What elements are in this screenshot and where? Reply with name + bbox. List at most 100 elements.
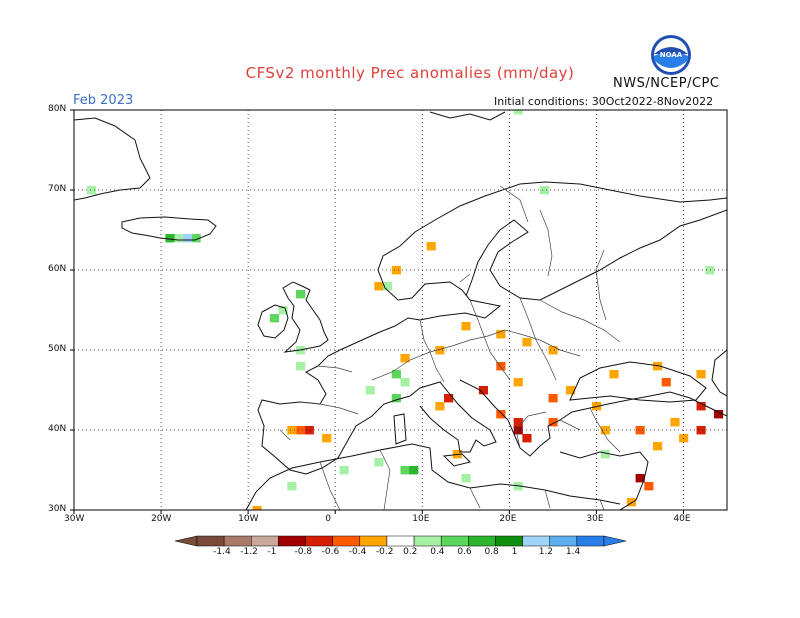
anomaly-cell	[409, 466, 419, 475]
noaa-logo: NOAA	[651, 35, 691, 75]
colorbar-box	[223, 535, 252, 547]
anomaly-cell	[374, 282, 384, 291]
colorbar-box	[196, 535, 225, 547]
colorbar-label: 0.4	[430, 547, 445, 557]
anomaly-cell	[252, 506, 262, 510]
colorbar-box	[359, 535, 388, 547]
colorbar-box	[549, 535, 578, 547]
coast-turkey-levant	[559, 451, 649, 510]
anomaly-cell	[548, 346, 558, 355]
colorbar-box	[413, 535, 442, 547]
colorbar-box	[386, 535, 415, 547]
colorbar-label: -0.4	[348, 547, 367, 557]
anomaly-cell	[296, 290, 306, 299]
anomaly-cell	[496, 410, 506, 419]
anomaly-cell	[600, 450, 610, 459]
lon-label: 20E	[499, 514, 517, 524]
colorbar-label: 0.2	[403, 547, 418, 557]
coast-france-iberia	[257, 349, 411, 475]
colorbar-label: -1	[267, 547, 277, 557]
lon-label: 10E	[412, 514, 430, 524]
agency-label: NWS/NCEP/CPC	[613, 76, 720, 91]
anomaly-cell	[269, 314, 280, 323]
colorbar-label: -0.2	[375, 547, 394, 557]
anomaly-cell	[626, 498, 637, 507]
anomaly-cell	[87, 186, 97, 195]
anomaly-cell	[600, 426, 610, 435]
anomaly-cell	[391, 370, 401, 379]
anomaly-cell	[391, 394, 401, 403]
lon-label: 0	[325, 514, 331, 524]
coast-svalbard	[429, 111, 506, 121]
anomaly-cell	[174, 234, 184, 243]
colorbar-box	[522, 535, 550, 547]
anomaly-cell	[165, 234, 175, 243]
anomaly-cell	[400, 354, 410, 363]
anomaly-cell	[191, 234, 201, 243]
lon-label: 10W	[238, 514, 259, 524]
anomaly-cell	[278, 306, 288, 315]
anomaly-cell	[713, 410, 724, 419]
lon-label: 30E	[586, 514, 604, 524]
anomaly-cell	[478, 386, 489, 395]
anomaly-cell	[365, 386, 375, 395]
colorbar-box	[278, 535, 306, 547]
initial-conditions: Initial conditions: 30Oct2022-8Nov2022	[494, 95, 714, 108]
anomaly-cell	[383, 282, 393, 291]
colorbar-box	[495, 535, 523, 547]
colorbar-box	[332, 535, 361, 547]
anomaly-cell	[661, 378, 671, 387]
colorbar-label: 1.2	[538, 547, 554, 557]
anomaly-cell	[548, 394, 558, 403]
anomaly-cell	[496, 330, 506, 339]
anomaly-cell	[609, 370, 619, 379]
anomaly-cell	[400, 378, 410, 387]
coast-black-sea	[569, 361, 707, 403]
lat-label: 80N	[48, 104, 67, 114]
anomaly-cell	[435, 402, 445, 411]
anomaly-cell	[522, 338, 532, 347]
anomaly-cell	[548, 418, 558, 427]
anomaly-cell	[696, 402, 706, 411]
anomaly-cell	[435, 346, 445, 355]
anomaly-cell	[496, 362, 506, 371]
colorbar-box	[576, 535, 605, 547]
lat-label: 40N	[48, 424, 67, 434]
anomaly-cell	[296, 426, 306, 435]
anomaly-cell	[461, 474, 471, 483]
map-frame	[73, 109, 728, 511]
anomaly-cell	[705, 266, 715, 275]
anomaly-cell	[644, 482, 654, 491]
lon-label: 40E	[673, 514, 691, 524]
forecast-period: Feb 2023	[73, 93, 134, 108]
anomaly-cell	[652, 362, 663, 371]
coast-caspian	[711, 349, 727, 397]
anomaly-cell	[182, 234, 192, 243]
anomaly-cell	[635, 474, 645, 483]
coast-sicily	[442, 453, 471, 467]
anomaly-cell	[400, 466, 410, 475]
colorbar-label: -1.2	[240, 547, 258, 557]
anomaly-cell	[287, 426, 297, 435]
colorbar-label: 1	[511, 547, 518, 557]
lat-label: 70N	[48, 184, 67, 194]
coast-mainland	[339, 181, 727, 351]
anomaly-cell	[374, 458, 384, 467]
coast-sardinia	[393, 413, 407, 445]
coast-greenland	[74, 117, 151, 201]
anomaly-cell	[339, 466, 349, 475]
lat-label: 50N	[48, 344, 67, 354]
anomaly-cell	[539, 186, 549, 195]
anomaly-cell	[522, 434, 532, 443]
anomaly-cell	[635, 426, 645, 435]
anomaly-cell	[670, 418, 680, 427]
coast-italy	[409, 381, 497, 453]
colorbar-right-arrow	[603, 535, 627, 547]
colorbar-label: -0.8	[294, 547, 313, 557]
anomaly-cell	[444, 394, 454, 403]
lat-label: 30N	[48, 504, 67, 514]
anomaly-cell	[513, 418, 523, 427]
coast-ireland	[257, 304, 289, 339]
anomaly-cell	[652, 442, 663, 451]
